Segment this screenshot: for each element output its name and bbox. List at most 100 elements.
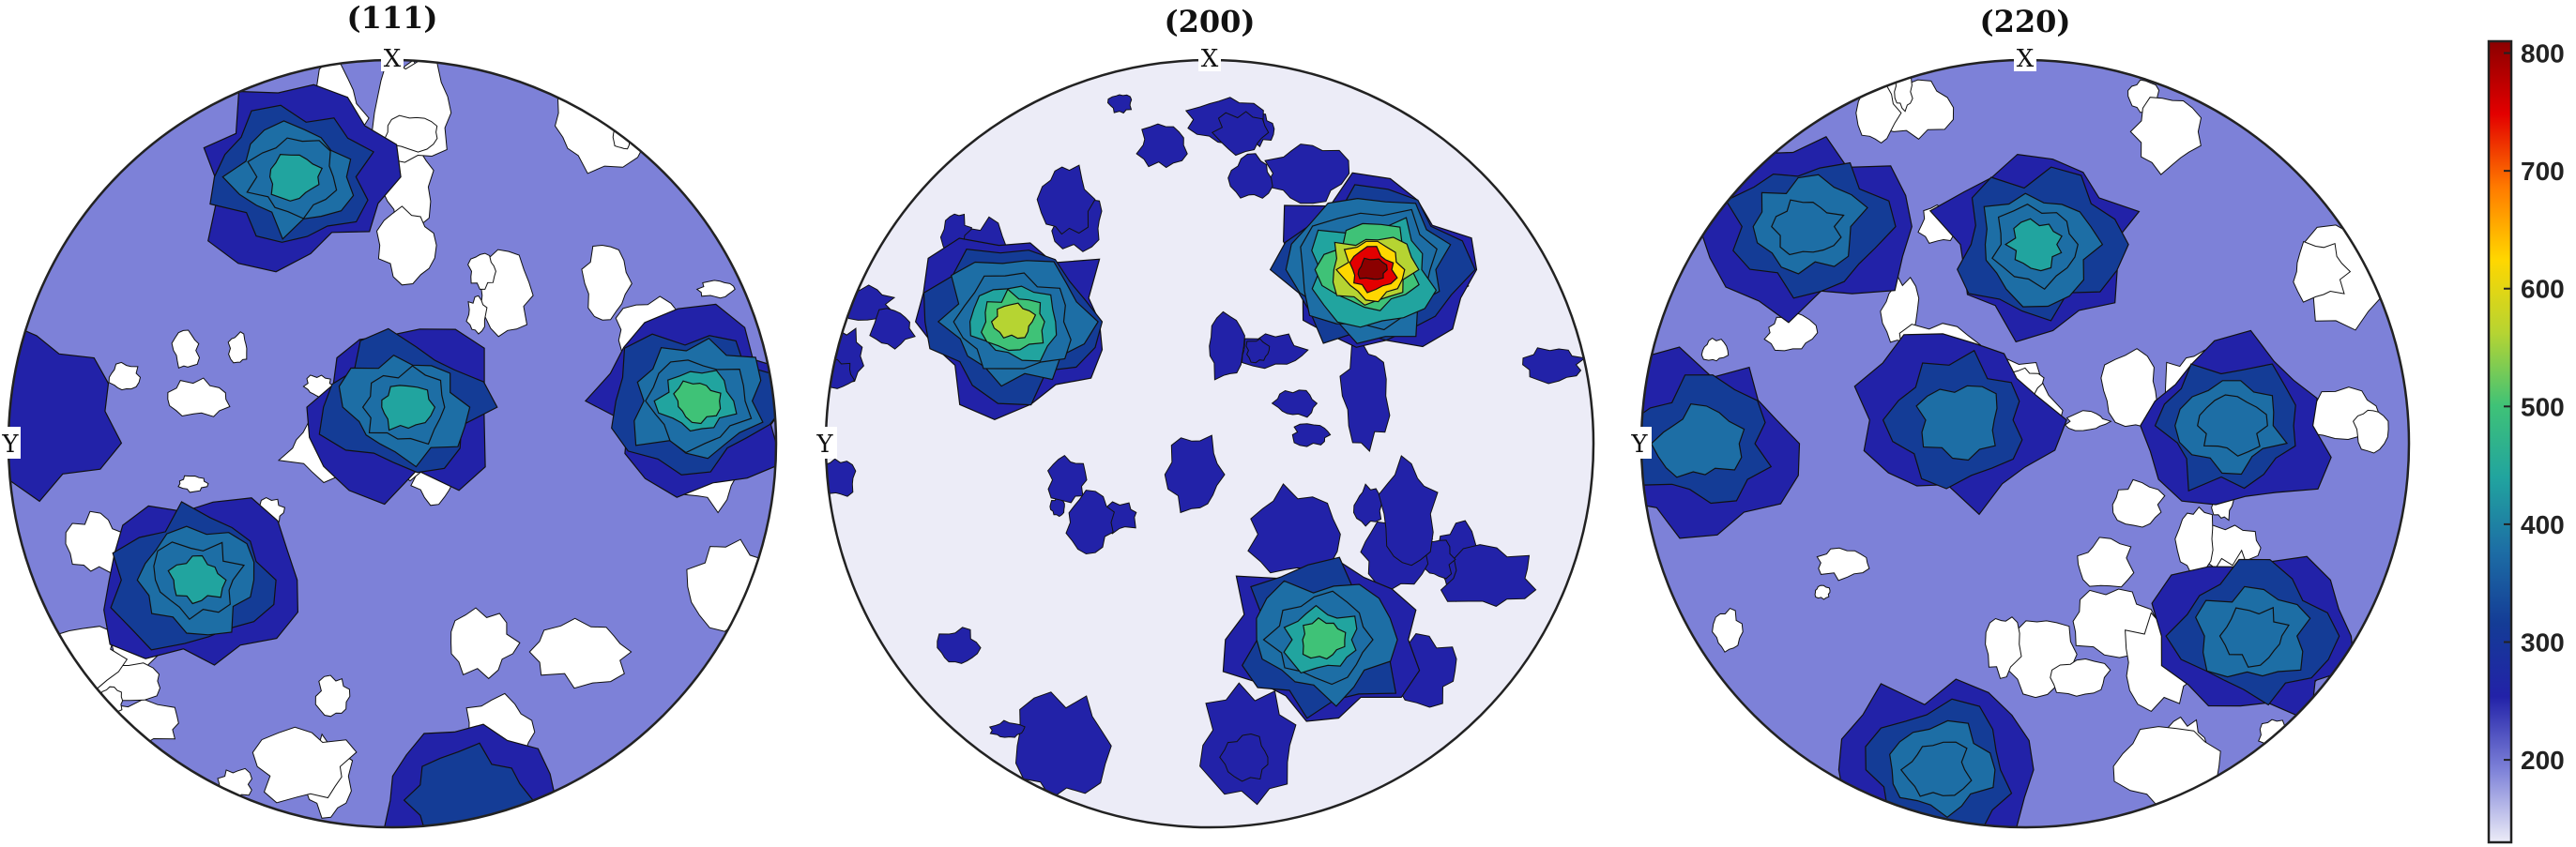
contour-patch	[1816, 547, 1870, 582]
contour-patch	[695, 280, 736, 299]
contour-patch	[1352, 483, 1383, 527]
y-label-bg	[813, 427, 837, 459]
x-axis-label: X	[1201, 45, 1219, 73]
x-label-bg	[1198, 43, 1221, 71]
colorbar-tick-label: 600	[2521, 275, 2565, 304]
contour-patch	[1164, 434, 1226, 514]
contour-level	[1302, 617, 1347, 660]
contour-level	[2218, 606, 2290, 668]
contour-patch	[465, 295, 488, 335]
contour-patch	[1264, 144, 1350, 204]
colorbar-ticks: 200 300 400 500 600 700 800	[2504, 39, 2565, 775]
contour-level	[673, 380, 722, 425]
colorbar-tick-label: 700	[2521, 157, 2565, 186]
contour-patch	[1985, 616, 2022, 679]
contour-patch	[1136, 123, 1188, 169]
contour-patch	[2064, 410, 2112, 431]
contour-patch	[1219, 733, 1269, 782]
contour-patch	[826, 458, 857, 497]
contour-patch	[1440, 544, 1537, 607]
contour-patch	[2353, 409, 2389, 454]
contour-patch	[1522, 347, 1587, 385]
contour-patch	[177, 475, 209, 493]
x-label-bg	[2014, 43, 2036, 71]
contour-patch	[1291, 423, 1332, 447]
pole-figure-title: (220)	[1979, 4, 2070, 39]
contour-patch	[375, 205, 437, 286]
contour-patch	[1271, 389, 1318, 418]
contour-patch	[1065, 490, 1115, 555]
colorbar-tick-label: 300	[2521, 628, 2565, 658]
x-label-bg	[381, 43, 404, 71]
colorbar-tick-label: 400	[2521, 510, 2565, 539]
contour-level	[2197, 394, 2268, 457]
contour-patch	[1378, 455, 1439, 567]
contour-level	[381, 385, 436, 431]
contour-patch	[826, 357, 856, 389]
contour-level	[268, 153, 324, 202]
contour-fill-111	[8, 60, 776, 827]
colorbar-tick-label: 500	[2521, 392, 2565, 421]
contour-patch	[1047, 454, 1088, 504]
contour-patch	[1014, 691, 1112, 800]
contour-patch	[467, 252, 496, 290]
y-label-bg	[1627, 427, 1652, 459]
y-axis-label: Y	[1, 431, 19, 459]
contour-patch	[2111, 478, 2166, 528]
contour-patch	[227, 331, 248, 364]
contour-level	[167, 554, 227, 605]
x-axis-label: X	[384, 45, 402, 73]
pole-figure-111: (111) X Y	[0, 0, 778, 829]
pole-figure-220: (220) X Y	[1627, 4, 2411, 829]
colorbar-scale	[2487, 39, 2513, 844]
contour-patch	[1700, 337, 1730, 362]
contour-patch	[2050, 658, 2111, 697]
colorbar: 200 300 400 500 600 700 800	[2487, 39, 2565, 844]
contour-level	[2004, 218, 2063, 272]
contour-patch	[1339, 339, 1391, 452]
y-label-bg	[0, 427, 21, 459]
contour-patch	[252, 726, 358, 804]
contour-patch	[1211, 111, 1270, 157]
contour-patch	[1209, 310, 1245, 381]
contour-patch	[167, 377, 231, 417]
contour-patch	[314, 674, 351, 718]
contour-patch	[581, 244, 633, 321]
pole-figure-200: (200) X Y	[813, 4, 1595, 829]
contour-patch	[1227, 153, 1273, 199]
contour-patch	[88, 698, 179, 747]
contour-patch	[2077, 537, 2135, 588]
y-axis-label: Y	[1630, 431, 1648, 459]
x-axis-label: X	[2017, 45, 2035, 73]
contour-patch	[1814, 584, 1831, 600]
contour-patch	[1106, 94, 1133, 114]
contour-patch	[171, 329, 201, 369]
contour-level	[1771, 199, 1845, 256]
contour-patch	[988, 719, 1026, 738]
contour-patch	[2293, 240, 2352, 303]
contour-level	[1357, 257, 1388, 280]
contour-patch	[450, 607, 521, 680]
contour-level	[8, 320, 123, 503]
contour-patch	[99, 686, 124, 716]
contour-patch	[383, 114, 438, 153]
pole-figure-title: (111)	[346, 0, 437, 36]
contour-level	[1899, 741, 1973, 797]
contour-patch	[937, 627, 982, 664]
contour-patch	[1763, 310, 1819, 352]
contour-level	[990, 302, 1037, 340]
contour-patch	[869, 308, 916, 350]
contour-fill-200	[826, 60, 1593, 827]
colorbar-tick-label: 800	[2521, 39, 2565, 68]
contour-patch	[1036, 164, 1096, 235]
contour-patch	[1712, 607, 1744, 653]
y-axis-label: Y	[815, 431, 833, 459]
contour-patch	[528, 617, 633, 689]
contour-patch	[1245, 338, 1271, 364]
contour-patch	[2129, 97, 2203, 175]
colorbar-tick-label: 200	[2521, 746, 2565, 775]
contour-patch	[108, 361, 142, 391]
pole-figure-title: (200)	[1164, 4, 1255, 39]
contour-fill-220	[1641, 60, 2409, 827]
